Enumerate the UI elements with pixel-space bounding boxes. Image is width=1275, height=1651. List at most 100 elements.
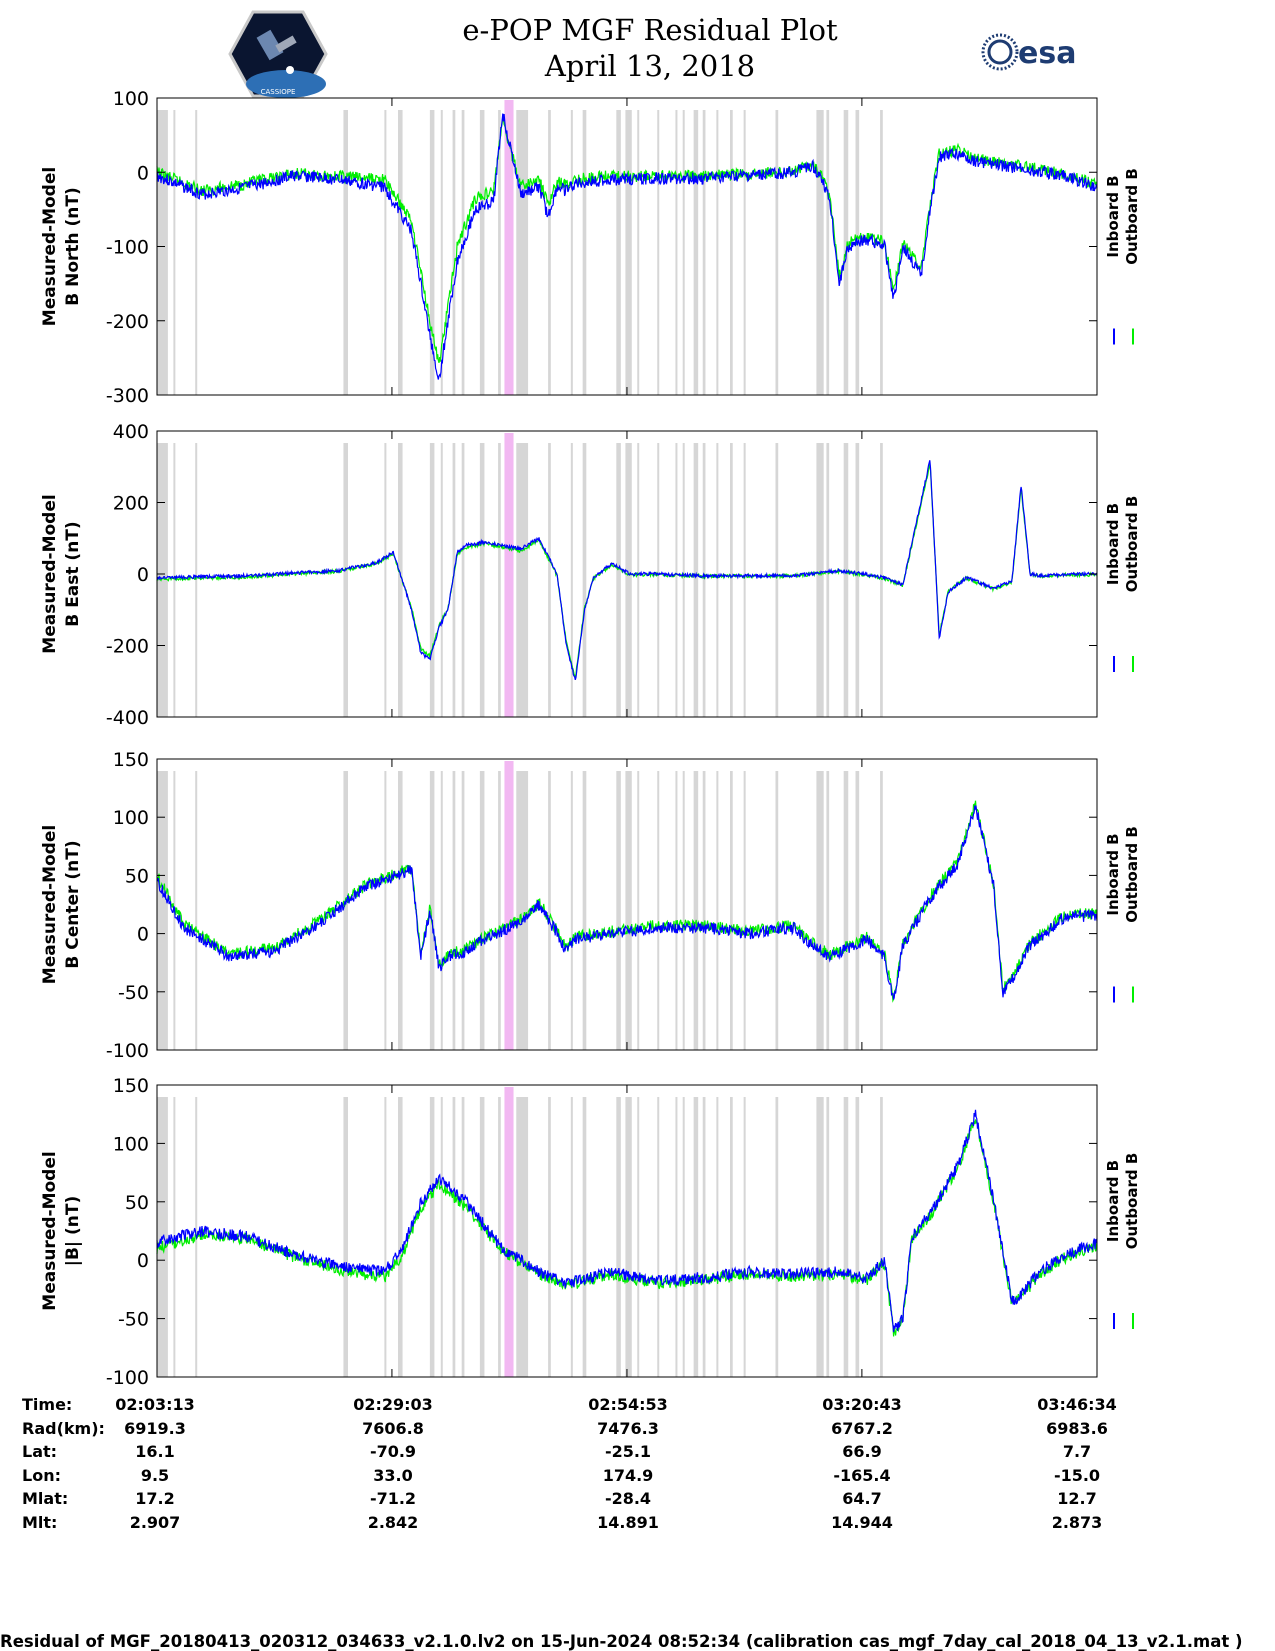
gap-band <box>343 110 349 395</box>
highlight-band <box>504 1087 514 1377</box>
gap-band <box>682 771 685 1050</box>
gap-band <box>452 771 456 1050</box>
gap-band <box>826 771 830 1050</box>
ephemeris-value: 02:54:53 <box>588 1395 668 1414</box>
footer-caption: Residual of MGF_20180413_020312_034633_v… <box>0 1632 1243 1651</box>
series-inboard-b <box>156 113 1098 380</box>
gap-band <box>452 110 456 395</box>
ephemeris-value: -15.0 <box>1053 1465 1101 1485</box>
gap-band <box>429 110 435 395</box>
ephemeris-value: 02:03:13 <box>115 1395 195 1414</box>
gap-band <box>616 771 621 1050</box>
ephemeris-value: 7476.3 <box>597 1418 659 1438</box>
y-tick-label: -200 <box>106 311 149 333</box>
y-axis-label-line-2: B Center (nT) <box>63 840 83 968</box>
series-outboard-b <box>156 1119 1098 1337</box>
gap-band <box>682 110 685 395</box>
y-tick-label: 100 <box>113 1133 149 1155</box>
y-tick-label: 50 <box>125 865 149 887</box>
gap-band <box>693 443 699 717</box>
ephemeris-value: 14.944 <box>831 1512 893 1532</box>
cassiope-logo: CASSIOPE <box>228 10 328 98</box>
legend-outboard: Outboard B <box>1123 826 1141 923</box>
ephemeris-value: 2.907 <box>129 1512 181 1532</box>
gap-band <box>461 110 465 395</box>
ephemeris-label: Mlt: <box>22 1512 58 1532</box>
gap-band <box>452 1097 456 1377</box>
y-tick-label: -400 <box>106 707 149 729</box>
gap-band <box>880 110 883 395</box>
gap-band <box>195 110 198 395</box>
gap-band <box>429 771 435 1050</box>
gap-band <box>743 443 746 717</box>
ephemeris-value: 14.891 <box>597 1512 659 1532</box>
gap-band <box>479 110 485 395</box>
ephemeris-value: -28.4 <box>604 1489 652 1508</box>
gap-band <box>173 110 176 395</box>
gap-band <box>570 110 573 395</box>
ephemeris-value: 2.842 <box>367 1512 419 1532</box>
gap-band <box>384 771 387 1050</box>
gap-band <box>702 110 706 395</box>
gap-band <box>384 443 387 717</box>
gap-band <box>682 1097 685 1377</box>
gap-band <box>880 1097 883 1377</box>
gap-band <box>479 771 485 1050</box>
legend-inboard: Inboard B <box>1104 1160 1122 1242</box>
gap-band <box>461 1097 465 1377</box>
y-axis-label-line-2: |B| (nT) <box>63 1196 83 1267</box>
gap-band <box>855 110 860 395</box>
legend-outboard: Outboard B <box>1123 496 1141 593</box>
gap-band <box>826 1097 830 1377</box>
gap-band <box>498 443 501 717</box>
y-tick-label: 400 <box>113 421 149 443</box>
gap-band <box>657 443 660 717</box>
gap-band <box>730 1097 733 1377</box>
gap-band <box>548 1097 551 1377</box>
gap-band <box>657 1097 660 1377</box>
gap-band <box>816 443 824 717</box>
gap-band <box>429 443 435 717</box>
ephemeris-value: 7.7 <box>1062 1442 1092 1461</box>
series-inboard-b <box>156 460 1098 681</box>
ephemeris-label: Lat: <box>22 1442 58 1461</box>
gap-band <box>716 110 719 395</box>
gap-band <box>702 443 706 717</box>
gap-band <box>843 443 849 717</box>
gap-band <box>195 771 198 1050</box>
gap-band <box>693 110 699 395</box>
gap-band <box>343 443 349 717</box>
gap-band <box>743 1097 746 1377</box>
gap-band <box>398 110 403 395</box>
gap-band <box>880 443 883 717</box>
gap-band <box>461 771 465 1050</box>
gap-band <box>826 443 830 717</box>
gap-band <box>582 1097 587 1377</box>
gap-band <box>398 1097 403 1377</box>
gap-band <box>675 443 678 717</box>
legend-inboard: Inboard B <box>1104 175 1122 257</box>
gap-band <box>498 1097 501 1377</box>
gap-band <box>702 771 706 1050</box>
legend-inboard: Inboard B <box>1104 503 1122 585</box>
title-line-2: April 13, 2018 <box>544 49 756 83</box>
series-inboard-b <box>156 804 1098 1000</box>
y-tick-label: 0 <box>137 924 149 946</box>
ephemeris-value: 6983.6 <box>1046 1418 1108 1438</box>
ephemeris-value: 03:46:34 <box>1037 1395 1117 1414</box>
gap-band <box>657 110 660 395</box>
y-tick-label: -100 <box>106 1040 149 1062</box>
ephemeris-label: Mlat: <box>22 1489 69 1508</box>
ephemeris-value: 7606.8 <box>362 1418 424 1438</box>
gap-band <box>429 1097 435 1377</box>
y-tick-label: 0 <box>137 162 149 184</box>
ephemeris-label: Time: <box>22 1395 73 1414</box>
gap-band <box>398 771 403 1050</box>
series-inboard-b <box>156 1109 1098 1333</box>
gap-band <box>855 443 860 717</box>
y-tick-label: -300 <box>106 385 149 407</box>
y-axis-label-line-2: B North (nT) <box>63 187 83 306</box>
chart-title: e-POP MGF Residual Plot April 13, 2018 <box>380 12 920 84</box>
gap-band <box>693 1097 699 1377</box>
